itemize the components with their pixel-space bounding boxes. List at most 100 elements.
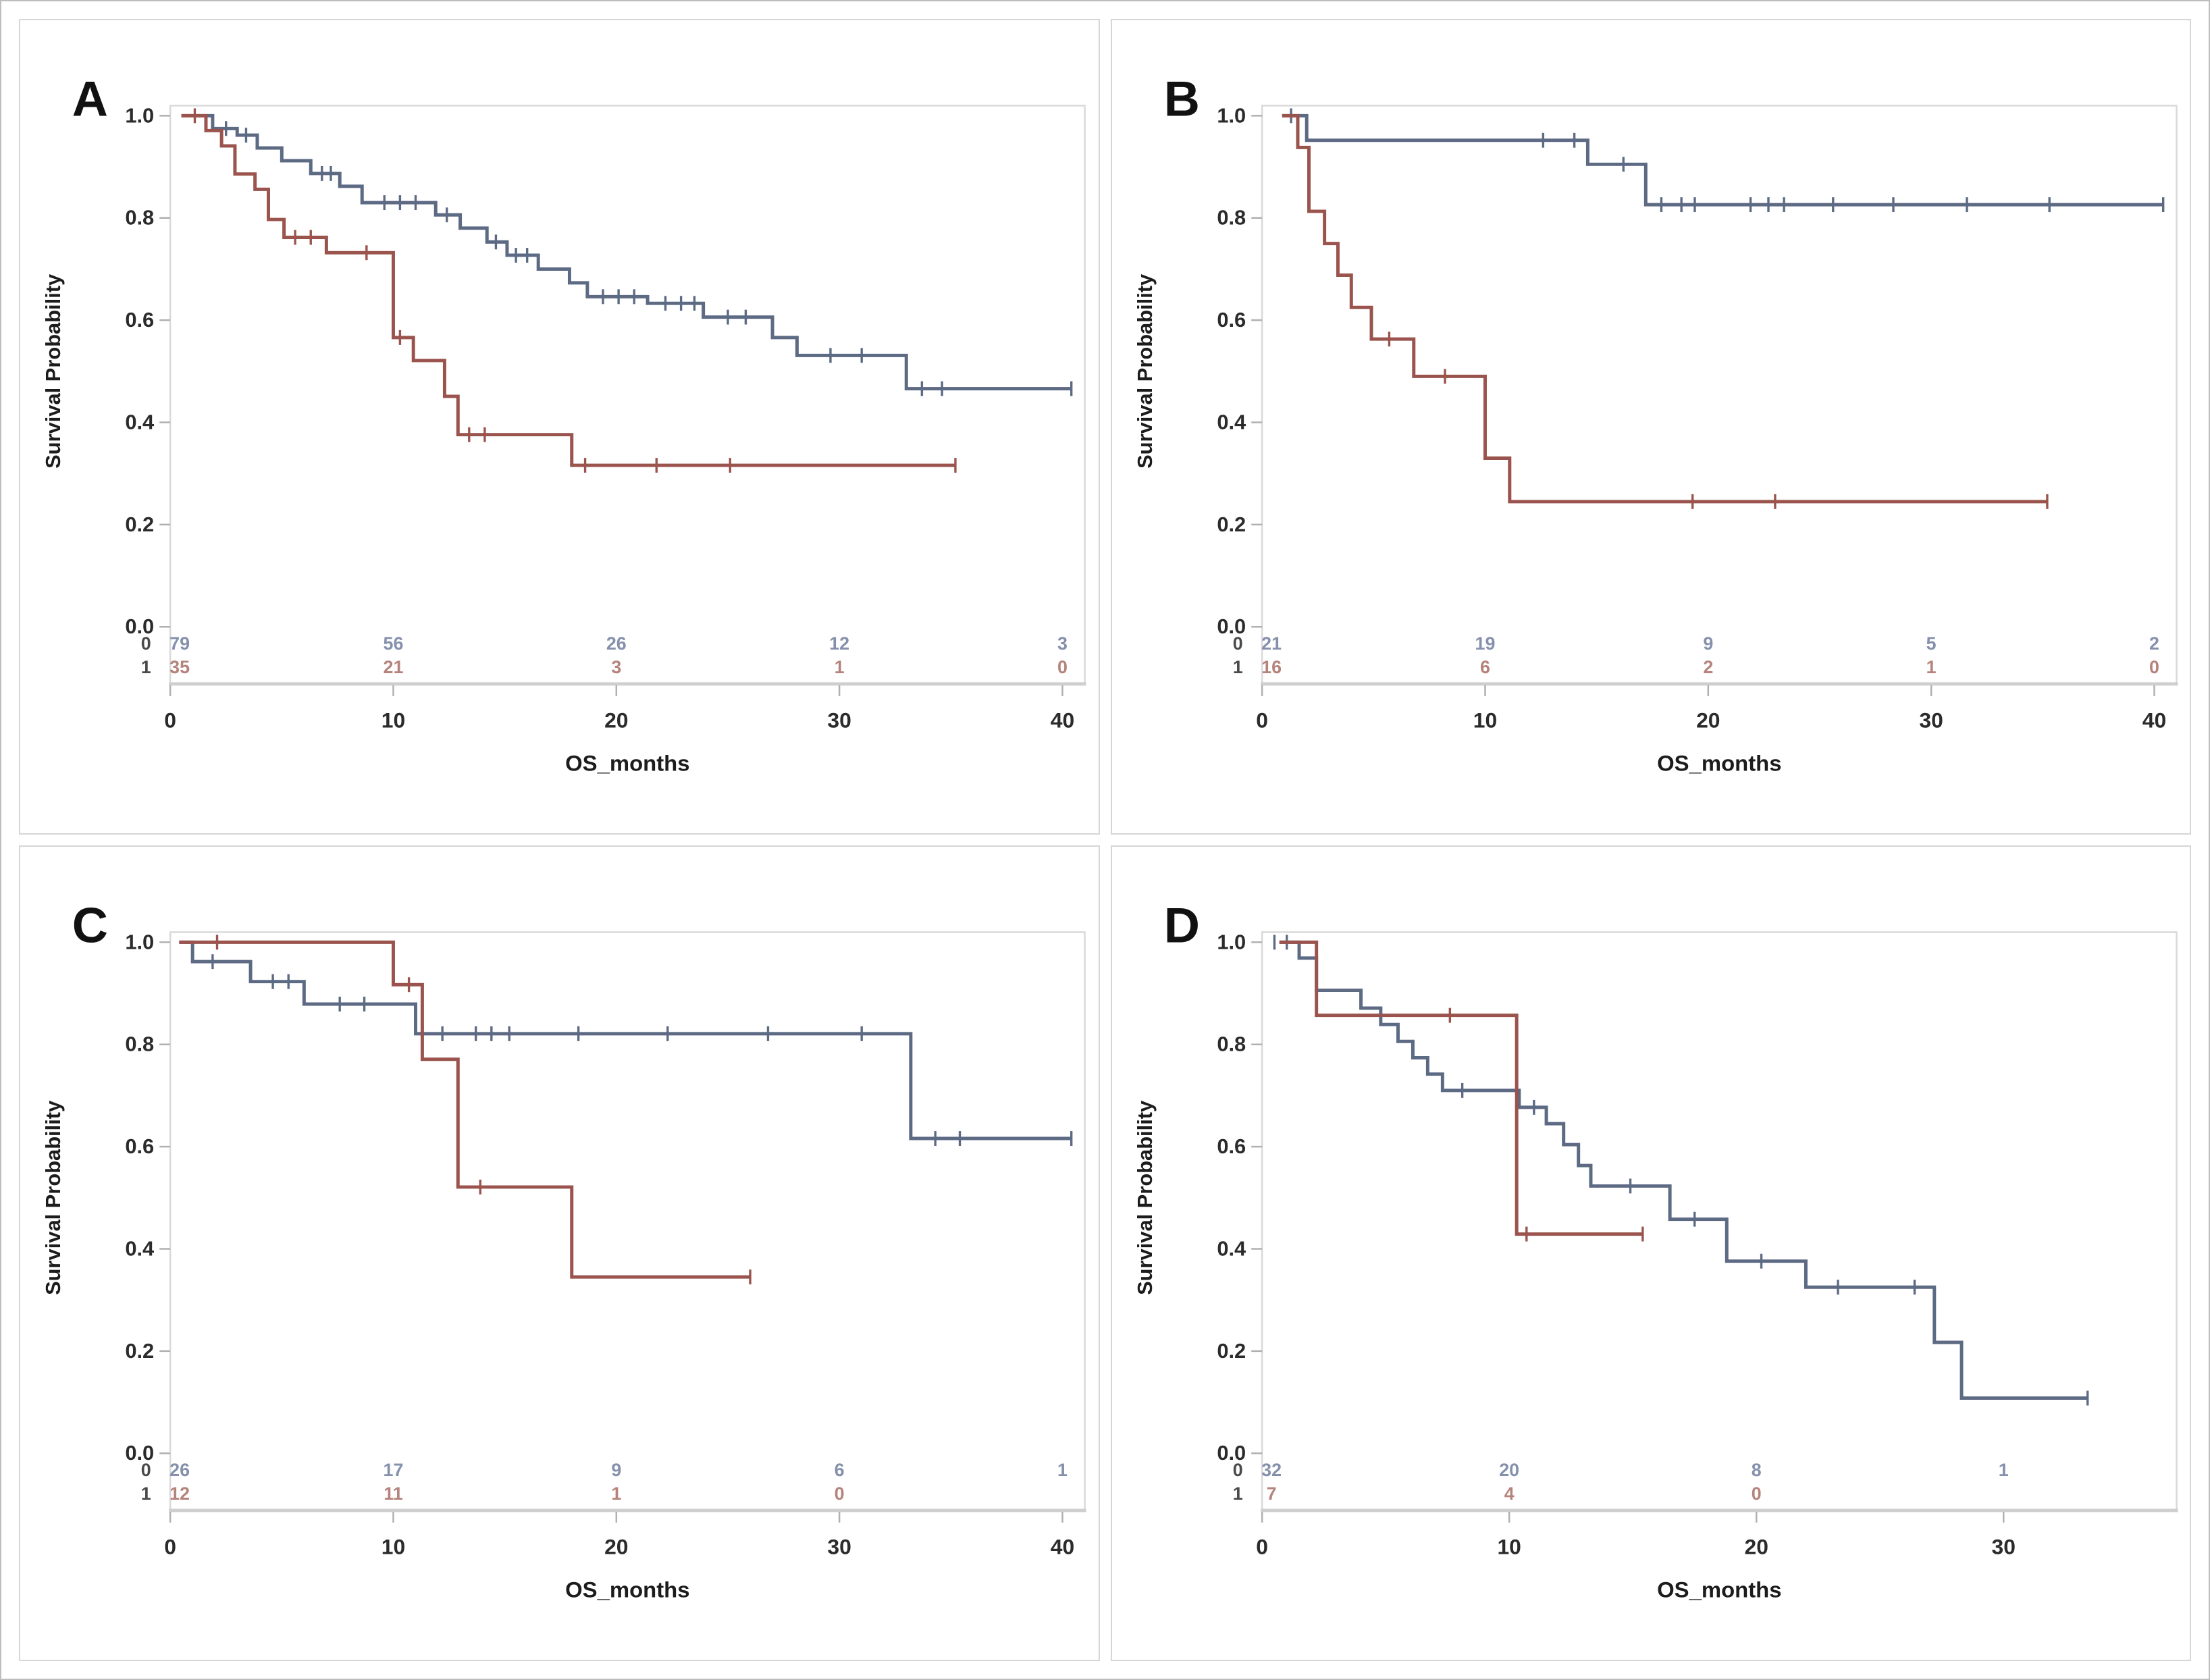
y-axis-label: Survival Probability	[1132, 274, 1156, 469]
at-risk-row-label: 1	[1232, 1484, 1242, 1504]
at-risk-value: 11	[384, 1484, 402, 1504]
at-risk-value: 56	[384, 633, 404, 654]
x-axis-label: OS_months	[565, 1577, 689, 1602]
at-risk-row-label: 1	[1232, 657, 1242, 677]
survival-curve-group1	[1279, 940, 1643, 1236]
x-tick-label: 20	[1744, 1535, 1768, 1559]
panel-d: 1.0 0.8 0.6 0.4 0.2 0.0 0 10 20 30 0 32 20 8 1 1 7 4 0 OS_m…	[1110, 845, 2191, 1661]
x-tick-label: 10	[1473, 708, 1496, 733]
y-tick-label: 0.8	[125, 1032, 154, 1056]
x-tick-label: 30	[827, 708, 851, 733]
y-tick-label: 0.4	[125, 410, 154, 434]
x-axis-label: OS_months	[1657, 1577, 1781, 1602]
survival-curve-group0	[181, 113, 1072, 391]
at-risk-value: 8	[1751, 1460, 1761, 1480]
panel-letter: A	[72, 70, 108, 126]
survival-curve-group0	[179, 940, 1072, 1140]
at-risk-value: 0	[835, 1484, 845, 1504]
panel-b: 1.0 0.8 0.6 0.4 0.2 0.0 0 10 20 30 40 0 21 19 9 5 2 1 16 6 2…	[1110, 19, 2191, 835]
panel-letter: D	[1163, 897, 1199, 953]
km-plot-a: 1.00.80.60.40.20.00 10 20 30 400 79 56 26 12 31 35…	[41, 70, 1086, 775]
y-tick-label: 0.2	[1217, 1339, 1246, 1363]
y-tick-label: 0.6	[125, 308, 154, 332]
x-tick-label: 10	[1497, 1535, 1521, 1559]
y-tick-label: 0.2	[1217, 513, 1246, 536]
at-risk-value: 17	[384, 1460, 404, 1480]
x-tick-label: 0	[164, 708, 176, 733]
at-risk-value: 1	[835, 657, 845, 677]
at-risk-value: 1	[1926, 657, 1936, 677]
at-risk-row-label: 0	[141, 633, 151, 654]
x-axis-label: OS_months	[1657, 750, 1781, 775]
at-risk-value: 0	[1751, 1484, 1761, 1504]
at-risk-value: 12	[169, 1484, 190, 1504]
y-tick-label: 0.8	[125, 206, 154, 230]
km-plot-c: 1.00.80.60.40.20.00 10 20 30 400 26 17 9 6 11 12 11…	[41, 897, 1086, 1602]
at-risk-row-label: 0	[1232, 633, 1242, 654]
x-tick-label: 20	[604, 1535, 628, 1559]
y-tick-label: 0.0	[1217, 614, 1246, 638]
at-risk-value: 79	[169, 633, 190, 654]
at-risk-value: 16	[1261, 657, 1282, 677]
y-tick-label: 0.2	[125, 513, 154, 536]
x-tick-label: 0	[1256, 708, 1268, 733]
y-tick-label: 1.0	[1217, 930, 1246, 953]
y-tick-label: 0.6	[1217, 1134, 1246, 1158]
survival-curve-group1	[181, 113, 955, 467]
x-tick-label: 40	[1051, 1535, 1074, 1559]
y-tick-label: 0.6	[125, 1134, 154, 1158]
x-tick-label: 30	[827, 1535, 851, 1559]
at-risk-value: 1	[1057, 1460, 1068, 1480]
at-risk-value: 3	[1057, 633, 1068, 654]
y-tick-label: 1.0	[125, 930, 154, 953]
panel-a: 1.0 0.8 0.6 0.4 0.2 0.0 0 10 20 30 40 0 79 56 26 12 3 1 35…	[19, 19, 1100, 835]
at-risk-value: 1	[1998, 1460, 2008, 1480]
x-tick-label: 0	[164, 1535, 176, 1559]
x-tick-label: 40	[1051, 708, 1074, 733]
y-tick-label: 0.6	[1217, 308, 1246, 332]
at-risk-value: 26	[606, 633, 627, 654]
at-risk-row-label: 0	[141, 1460, 151, 1480]
y-tick-label: 0.2	[125, 1339, 154, 1363]
at-risk-value: 0	[1057, 657, 1068, 677]
x-tick-label: 20	[1696, 708, 1720, 733]
x-axis-label: OS_months	[565, 750, 689, 775]
y-tick-label: 0.4	[1217, 1236, 1246, 1260]
y-tick-label: 0.4	[125, 1236, 154, 1260]
x-tick-label: 10	[382, 708, 405, 733]
at-risk-row-label: 1	[141, 657, 151, 677]
panel-letter: C	[72, 897, 108, 953]
at-risk-value: 21	[1261, 633, 1282, 654]
y-axis-label: Survival Probability	[1132, 1101, 1156, 1295]
at-risk-value: 0	[2149, 657, 2159, 677]
x-tick-label: 30	[1919, 708, 1943, 733]
at-risk-value: 12	[829, 633, 849, 654]
survival-curve-group1	[1282, 113, 2047, 504]
at-risk-value: 19	[1475, 633, 1495, 654]
at-risk-value: 4	[1504, 1484, 1514, 1504]
at-risk-value: 32	[1261, 1460, 1282, 1480]
y-tick-label: 0.0	[1217, 1441, 1246, 1465]
plot-wall	[1261, 931, 2178, 1512]
y-tick-label: 1.0	[125, 103, 154, 127]
survival-curve-group1	[179, 940, 751, 1279]
y-tick-label: 0.4	[1217, 410, 1246, 434]
at-risk-value: 21	[384, 657, 404, 677]
y-tick-label: 0.8	[1217, 206, 1246, 230]
survival-curve-group0	[1279, 940, 2088, 1400]
plot-wall	[169, 931, 1086, 1512]
at-risk-value: 2	[1703, 657, 1713, 677]
km-plot-b: 1.00.80.60.40.20.00 10 20 30 400 21 19 9 5 21 16 6 2…	[1132, 70, 2178, 775]
at-risk-value: 6	[1480, 657, 1490, 677]
at-risk-row-label: 1	[141, 1484, 151, 1504]
x-tick-label: 30	[1991, 1535, 2015, 1559]
at-risk-value: 20	[1499, 1460, 1519, 1480]
x-tick-label: 20	[604, 708, 628, 733]
at-risk-value: 35	[169, 657, 190, 677]
at-risk-value: 26	[169, 1460, 190, 1480]
y-tick-label: 1.0	[1217, 103, 1246, 127]
at-risk-value: 9	[1703, 633, 1713, 654]
y-axis-label: Survival Probability	[41, 1101, 65, 1295]
x-tick-label: 0	[1256, 1535, 1268, 1559]
